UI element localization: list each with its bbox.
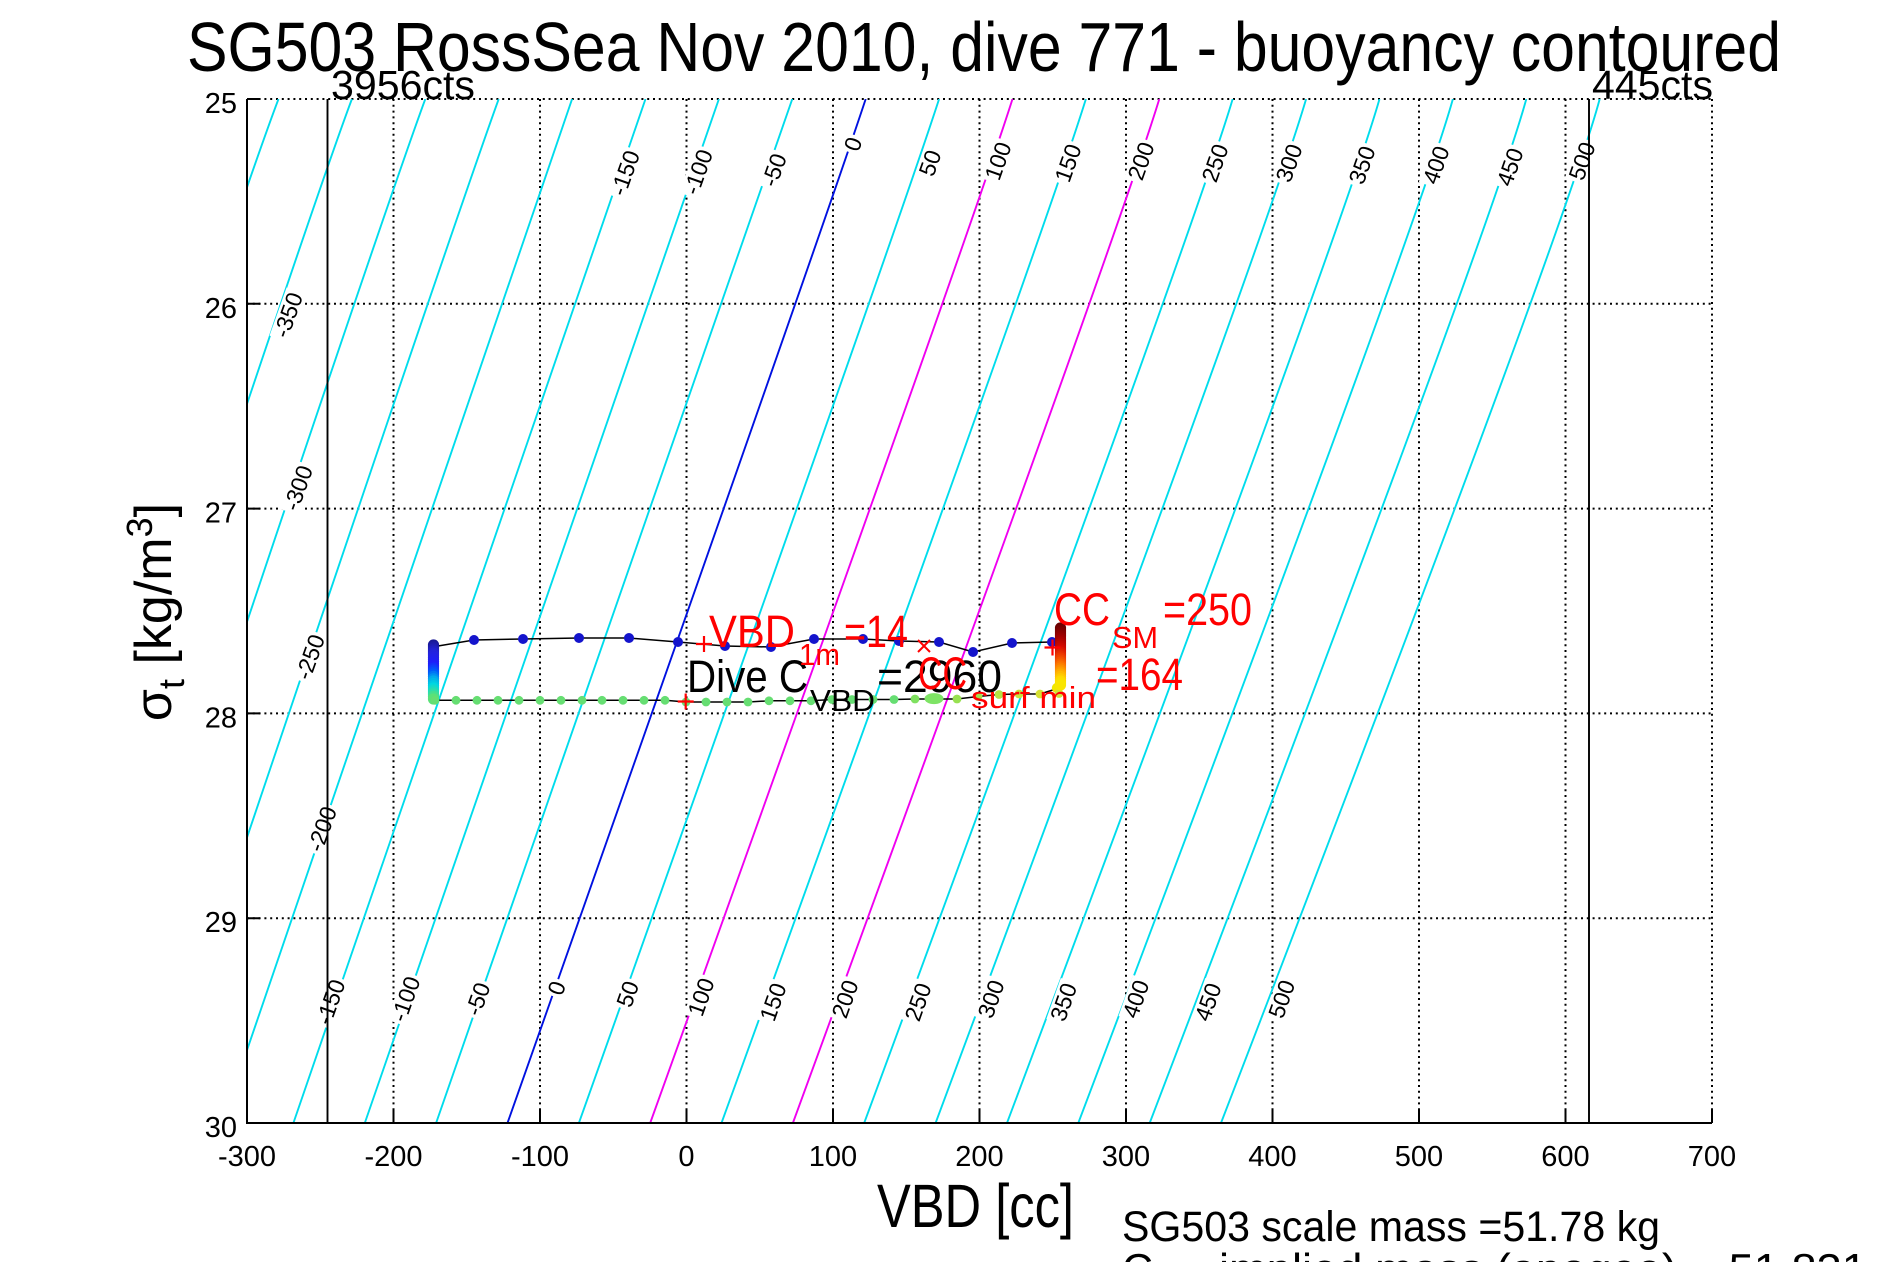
svg-text:VBD: VBD: [810, 683, 875, 718]
svg-text:Dive C: Dive C: [687, 651, 808, 702]
svg-text:SG503 RossSea Nov 2010, dive 7: SG503 RossSea Nov 2010, dive 771 - buoya…: [187, 8, 1781, 86]
svg-text:28: 28: [205, 702, 237, 734]
svg-text:implied mass (apogee) = 51.831: implied mass (apogee) = 51.831: [1219, 1246, 1867, 1262]
svg-text:=250: =250: [1163, 584, 1252, 635]
svg-text:-200: -200: [364, 1141, 422, 1173]
svg-text:400: 400: [1248, 1141, 1296, 1173]
svg-text:CC: CC: [918, 648, 967, 699]
svg-text:=14: =14: [844, 606, 908, 657]
svg-text:C: C: [1122, 1246, 1153, 1262]
svg-text:CC: CC: [1054, 584, 1110, 635]
svg-text:200: 200: [955, 1141, 1003, 1173]
svg-text:VBD: VBD: [709, 606, 795, 657]
svg-text:SM: SM: [1112, 620, 1158, 655]
svg-text:27: 27: [205, 498, 237, 530]
svg-text:1m: 1m: [799, 637, 840, 672]
svg-text:300: 300: [1102, 1141, 1150, 1173]
svg-text:surf min: surf min: [971, 680, 1096, 715]
svg-text:29: 29: [205, 907, 237, 939]
svg-text:0: 0: [678, 1141, 694, 1173]
svg-text:-300: -300: [218, 1141, 276, 1173]
svg-text:100: 100: [809, 1141, 857, 1173]
svg-text:700: 700: [1688, 1141, 1736, 1173]
svg-text:=2960: =2960: [877, 651, 1002, 702]
svg-text:445cts: 445cts: [1592, 62, 1713, 108]
svg-text:30: 30: [205, 1112, 237, 1144]
svg-text:3956cts: 3956cts: [331, 62, 475, 108]
svg-text:-100: -100: [511, 1141, 569, 1173]
svg-text:25: 25: [205, 88, 237, 120]
svg-text:VBD [cc]: VBD [cc]: [877, 1172, 1074, 1240]
svg-text:SG503 scale mass =51.78 kg: SG503 scale mass =51.78 kg: [1122, 1203, 1660, 1251]
svg-text:=164: =164: [1096, 649, 1183, 700]
svg-text:600: 600: [1541, 1141, 1589, 1173]
svg-text:500: 500: [1395, 1141, 1443, 1173]
svg-text:26: 26: [205, 293, 237, 325]
